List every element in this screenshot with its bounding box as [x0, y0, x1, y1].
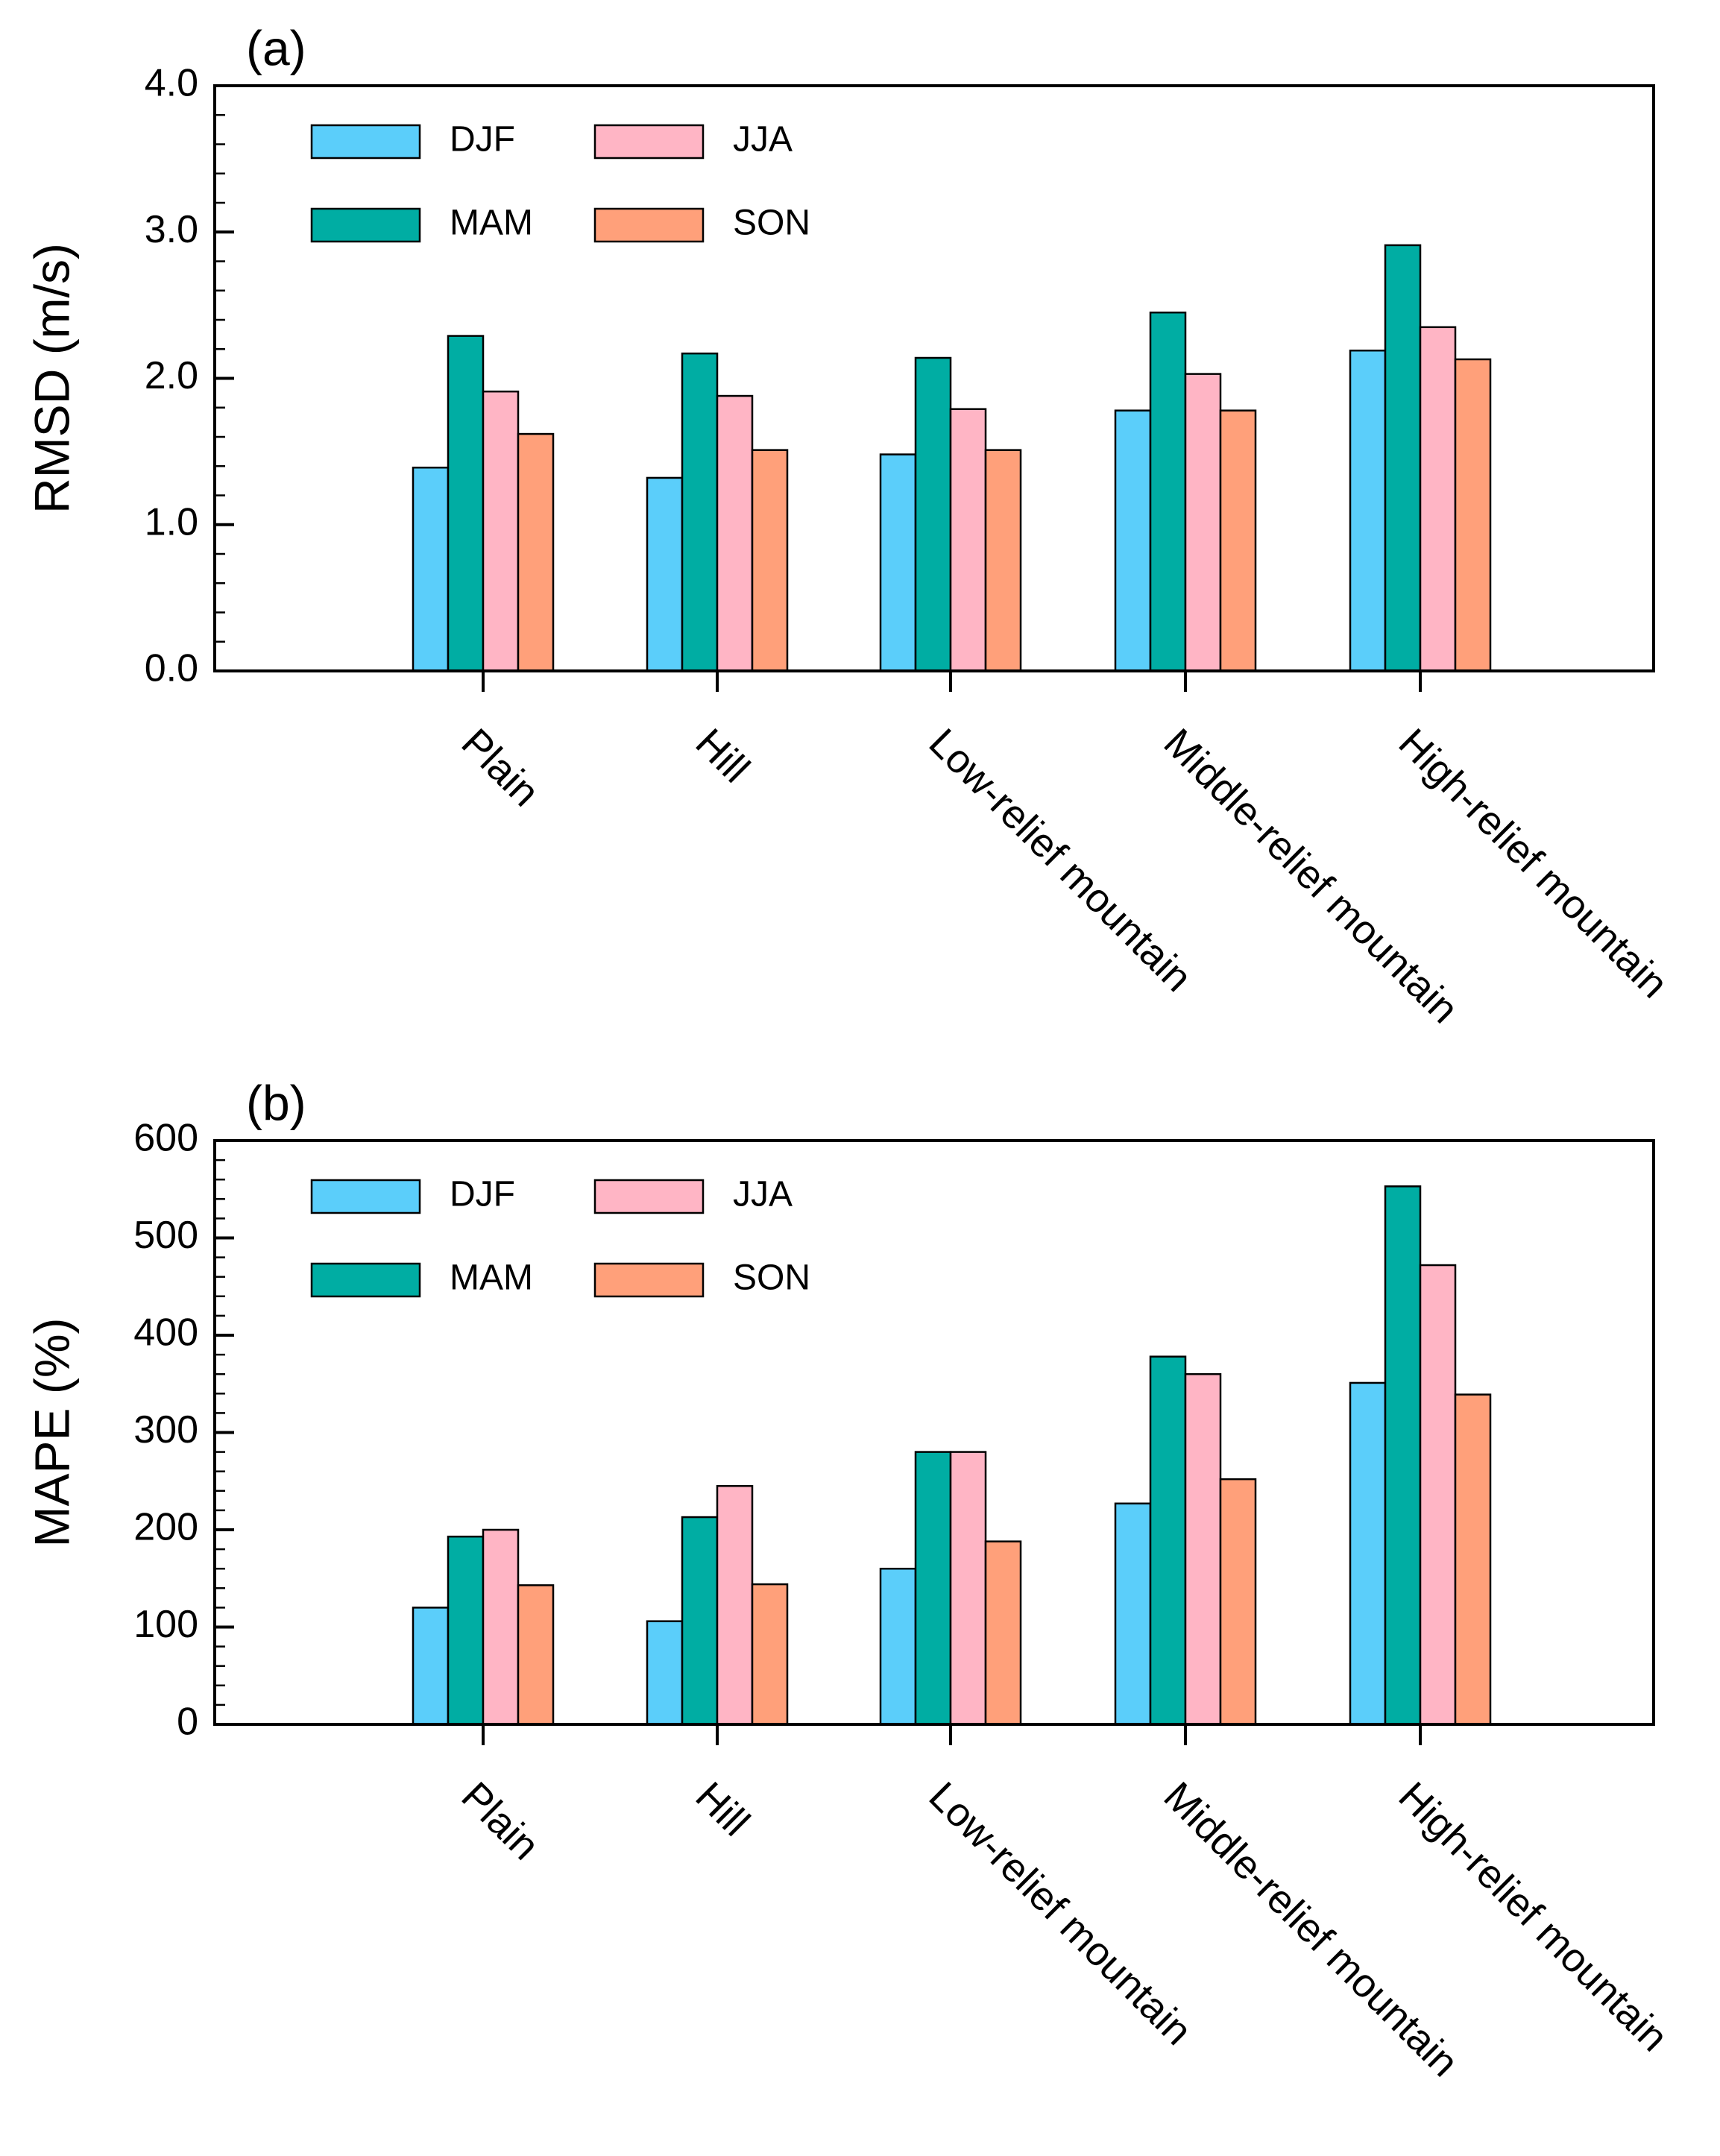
x-tick-label: Plain: [453, 720, 548, 815]
bar-mam-2: [914, 356, 952, 672]
y-tick-label: 500: [133, 1214, 198, 1257]
bar-mam-2: [914, 1451, 952, 1726]
y-tick-label: 100: [133, 1603, 198, 1646]
bar-jja-1: [716, 1485, 754, 1726]
y-axis-label: MAPE (%): [24, 1317, 79, 1547]
legend-swatch-son: [593, 207, 705, 243]
bar-son-3: [1219, 1478, 1257, 1726]
bar-mam-1: [681, 352, 719, 672]
bar-djf-0: [412, 1607, 450, 1726]
legend-label-son: SON: [733, 1258, 810, 1298]
bar-djf-3: [1114, 409, 1152, 672]
bar-son-0: [517, 432, 555, 672]
y-tick-label: 4.0: [145, 62, 198, 105]
y-tick-label: 3.0: [145, 208, 198, 251]
bar-son-4: [1454, 358, 1492, 672]
x-tick-label: Plain: [453, 1774, 548, 1868]
bar-mam-0: [447, 335, 485, 672]
bar-son-2: [984, 449, 1022, 672]
bar-son-4: [1454, 1393, 1492, 1726]
bar-djf-3: [1114, 1502, 1152, 1726]
bar-djf-4: [1349, 349, 1387, 672]
bar-mam-1: [681, 1516, 719, 1726]
bar-mam-3: [1149, 311, 1187, 672]
y-tick-label: 600: [133, 1117, 198, 1160]
y-tick-label: 2.0: [145, 354, 198, 397]
legend-label-jja: JJA: [733, 120, 793, 160]
bar-jja-3: [1184, 373, 1222, 672]
legend-label-son: SON: [733, 204, 810, 243]
bar-son-1: [751, 449, 789, 672]
y-tick-label: 0: [177, 1700, 198, 1744]
x-tick-label: High-relief mountain: [1390, 1774, 1677, 2060]
bar-jja-2: [949, 1451, 987, 1726]
panel-a: (a) RMSD (m/s) 0.0 1.0 2.0 3.0 4.0 Plain Hill Low…: [24, 20, 1676, 1032]
legend-label-jja: JJA: [733, 1175, 793, 1214]
x-tick-label: Hill: [687, 720, 758, 791]
legend-label-mam: MAM: [450, 204, 533, 243]
legend-label-djf: DJF: [450, 1175, 515, 1214]
y-tick-label: 200: [133, 1506, 198, 1549]
x-tick-label: Hill: [687, 1774, 758, 1844]
panel-b: (b) MAPE (%) 0 100 200 300 400 500 600 Plain Hill L…: [24, 1075, 1676, 2085]
panel-label: (b): [246, 1075, 306, 1130]
bar-jja-3: [1184, 1372, 1222, 1726]
bar-jja-4: [1419, 326, 1457, 672]
legend-swatch-djf: [310, 1179, 421, 1214]
y-axis-label: RMSD (m/s): [24, 243, 79, 514]
y-tick-label: 400: [133, 1311, 198, 1355]
bar-jja-1: [716, 394, 754, 672]
bar-mam-0: [447, 1535, 485, 1726]
bar-jja-2: [949, 408, 987, 672]
bar-son-3: [1219, 409, 1257, 672]
bar-son-2: [984, 1540, 1022, 1726]
y-tick-label: 300: [133, 1408, 198, 1451]
bar-djf-2: [879, 1567, 917, 1726]
legend-swatch-jja: [593, 1179, 705, 1214]
bar-jja-0: [482, 1528, 520, 1726]
bar-son-1: [751, 1583, 789, 1726]
legend-swatch-djf: [310, 124, 421, 160]
legend-swatch-mam: [310, 207, 421, 243]
legend-swatch-mam: [310, 1262, 421, 1298]
bar-djf-1: [646, 1620, 684, 1726]
bar-djf-1: [646, 476, 684, 672]
legend-swatch-son: [593, 1262, 705, 1298]
bar-mam-4: [1384, 1185, 1422, 1726]
y-tick-label: 0.0: [145, 647, 198, 690]
legend-label-djf: DJF: [450, 120, 515, 160]
x-tick-label: High-relief mountain: [1390, 720, 1677, 1006]
y-tick-label: 1.0: [145, 500, 198, 543]
bar-jja-4: [1419, 1264, 1457, 1726]
x-tick-label: Low-relief mountain: [921, 1774, 1201, 2054]
panel-label: (a): [246, 20, 306, 75]
bar-djf-4: [1349, 1381, 1387, 1726]
bar-mam-4: [1384, 244, 1422, 672]
x-tick-label: Low-relief mountain: [921, 720, 1201, 1000]
bar-mam-3: [1149, 1355, 1187, 1726]
bar-son-0: [517, 1584, 555, 1726]
legend-label-mam: MAM: [450, 1258, 533, 1298]
bar-djf-0: [412, 466, 450, 672]
bar-jja-0: [482, 390, 520, 672]
legend-swatch-jja: [593, 124, 705, 160]
bar-djf-2: [879, 453, 917, 672]
